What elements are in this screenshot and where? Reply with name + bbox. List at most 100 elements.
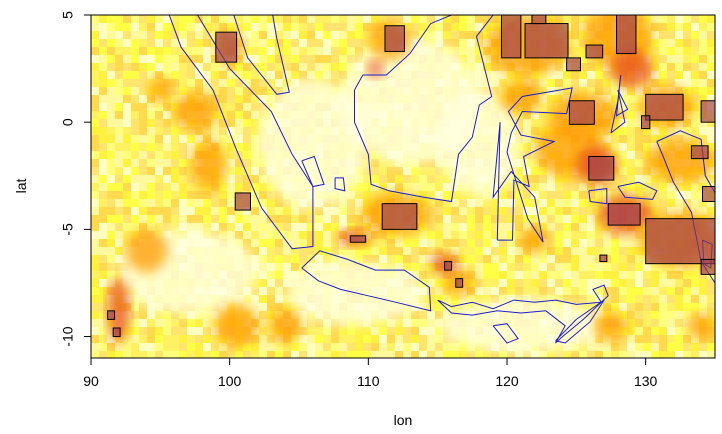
heatmap-cell <box>411 247 419 255</box>
heatmap-cell <box>459 23 467 31</box>
heatmap-cell <box>699 55 707 63</box>
heatmap-cell <box>427 239 435 247</box>
heatmap-cell <box>651 295 659 303</box>
coastline-malay-peninsula <box>233 15 290 95</box>
heatmap-cell <box>115 55 123 63</box>
heatmap-cell <box>531 127 539 135</box>
heatmap-cell <box>611 231 619 239</box>
heatmap-cell <box>603 303 611 311</box>
heatmap-cell <box>619 183 627 191</box>
heatmap-cell <box>387 15 395 23</box>
heatmap-cell <box>123 207 131 215</box>
heatmap-cell <box>579 271 587 279</box>
heatmap-cell <box>523 191 531 199</box>
heatmap-cell <box>475 39 483 47</box>
heatmap-cell <box>491 247 499 255</box>
heatmap-cell <box>115 71 123 79</box>
heatmap-cell <box>187 343 195 351</box>
heatmap-cell <box>315 207 323 215</box>
heatmap-cell <box>547 215 555 223</box>
heatmap-cell <box>651 23 659 31</box>
heatmap-cell <box>707 271 715 279</box>
heatmap-cell <box>267 215 275 223</box>
heatmap-cell <box>99 231 107 239</box>
heatmap-cell <box>243 95 251 103</box>
heatmap-cell <box>531 183 539 191</box>
heatmap-cell <box>235 63 243 71</box>
heatmap-cell <box>595 263 603 271</box>
heatmap-cell <box>307 231 315 239</box>
heatmap-cell <box>595 343 603 351</box>
heatmap-cell <box>435 215 443 223</box>
heatmap-cell <box>435 183 443 191</box>
heatmap-cell <box>211 95 219 103</box>
heatmap-cell <box>131 319 139 327</box>
heatmap-cell <box>467 215 475 223</box>
heatmap-cell <box>651 319 659 327</box>
heatmap-cell <box>107 47 115 55</box>
heatmap-cell <box>147 351 155 358</box>
heatmap-cell <box>219 343 227 351</box>
heatmap-cell <box>99 255 107 263</box>
heatmap-cell <box>259 103 267 111</box>
heatmap-cell <box>195 79 203 87</box>
heatmap-cell <box>363 39 371 47</box>
heatmap-cell <box>427 263 435 271</box>
heatmap-cell <box>707 71 715 79</box>
heatmap-cell <box>443 343 451 351</box>
heatmap-cell <box>171 39 179 47</box>
heatmap-cell <box>483 71 491 79</box>
heatmap-cell <box>267 55 275 63</box>
heatmap-cell <box>267 351 275 358</box>
heatmap-cell <box>499 255 507 263</box>
heatmap-cell <box>667 207 675 215</box>
heatmap-cell <box>667 55 675 63</box>
heatmap-cell <box>227 215 235 223</box>
heatmap-cell <box>691 103 699 111</box>
heatmap-cell <box>235 23 243 31</box>
heatmap-hot-zone <box>594 310 628 341</box>
heatmap-cell <box>635 287 643 295</box>
heatmap-cell <box>459 15 467 23</box>
heatmap-cell <box>283 15 291 23</box>
heatmap-cell <box>587 287 595 295</box>
heatmap-cell <box>203 335 211 343</box>
heatmap-cell <box>131 79 139 87</box>
heatmap-cell <box>683 287 691 295</box>
heatmap-cell <box>587 87 595 95</box>
heatmap-cell <box>355 39 363 47</box>
heatmap-cell <box>419 303 427 311</box>
heatmap-cell <box>91 87 99 95</box>
heatmap-cell <box>475 223 483 231</box>
heatmap-cell <box>251 55 259 63</box>
heatmap-cell <box>379 335 387 343</box>
heatmap-cell <box>219 143 227 151</box>
heatmap-cell <box>139 335 147 343</box>
heatmap-cell <box>387 247 395 255</box>
heatmap-cell <box>283 23 291 31</box>
heatmap-cell <box>235 127 243 135</box>
heatmap-cell <box>339 23 347 31</box>
heatmap-cell <box>275 23 283 31</box>
heatmap-cell <box>651 327 659 335</box>
heatmap-cell <box>427 247 435 255</box>
heatmap-cell <box>459 47 467 55</box>
heatmap-cell <box>227 15 235 23</box>
heatmap-cell <box>187 31 195 39</box>
heatmap-cell <box>659 63 667 71</box>
heatmap-cell <box>515 207 523 215</box>
heatmap-cell <box>659 127 667 135</box>
heatmap-cell <box>387 175 395 183</box>
heatmap-cell <box>203 23 211 31</box>
heatmap-cell <box>91 159 99 167</box>
heatmap-cell <box>211 351 219 358</box>
heatmap-cell <box>179 127 187 135</box>
heatmap-cell <box>155 207 163 215</box>
heatmap-cell <box>107 255 115 263</box>
heatmap-cell <box>539 79 547 87</box>
heatmap-cell <box>115 239 123 247</box>
heatmap-cell <box>683 39 691 47</box>
heatmap-cell <box>515 199 523 207</box>
heatmap-cell <box>187 207 195 215</box>
heatmap-cell <box>491 351 499 358</box>
